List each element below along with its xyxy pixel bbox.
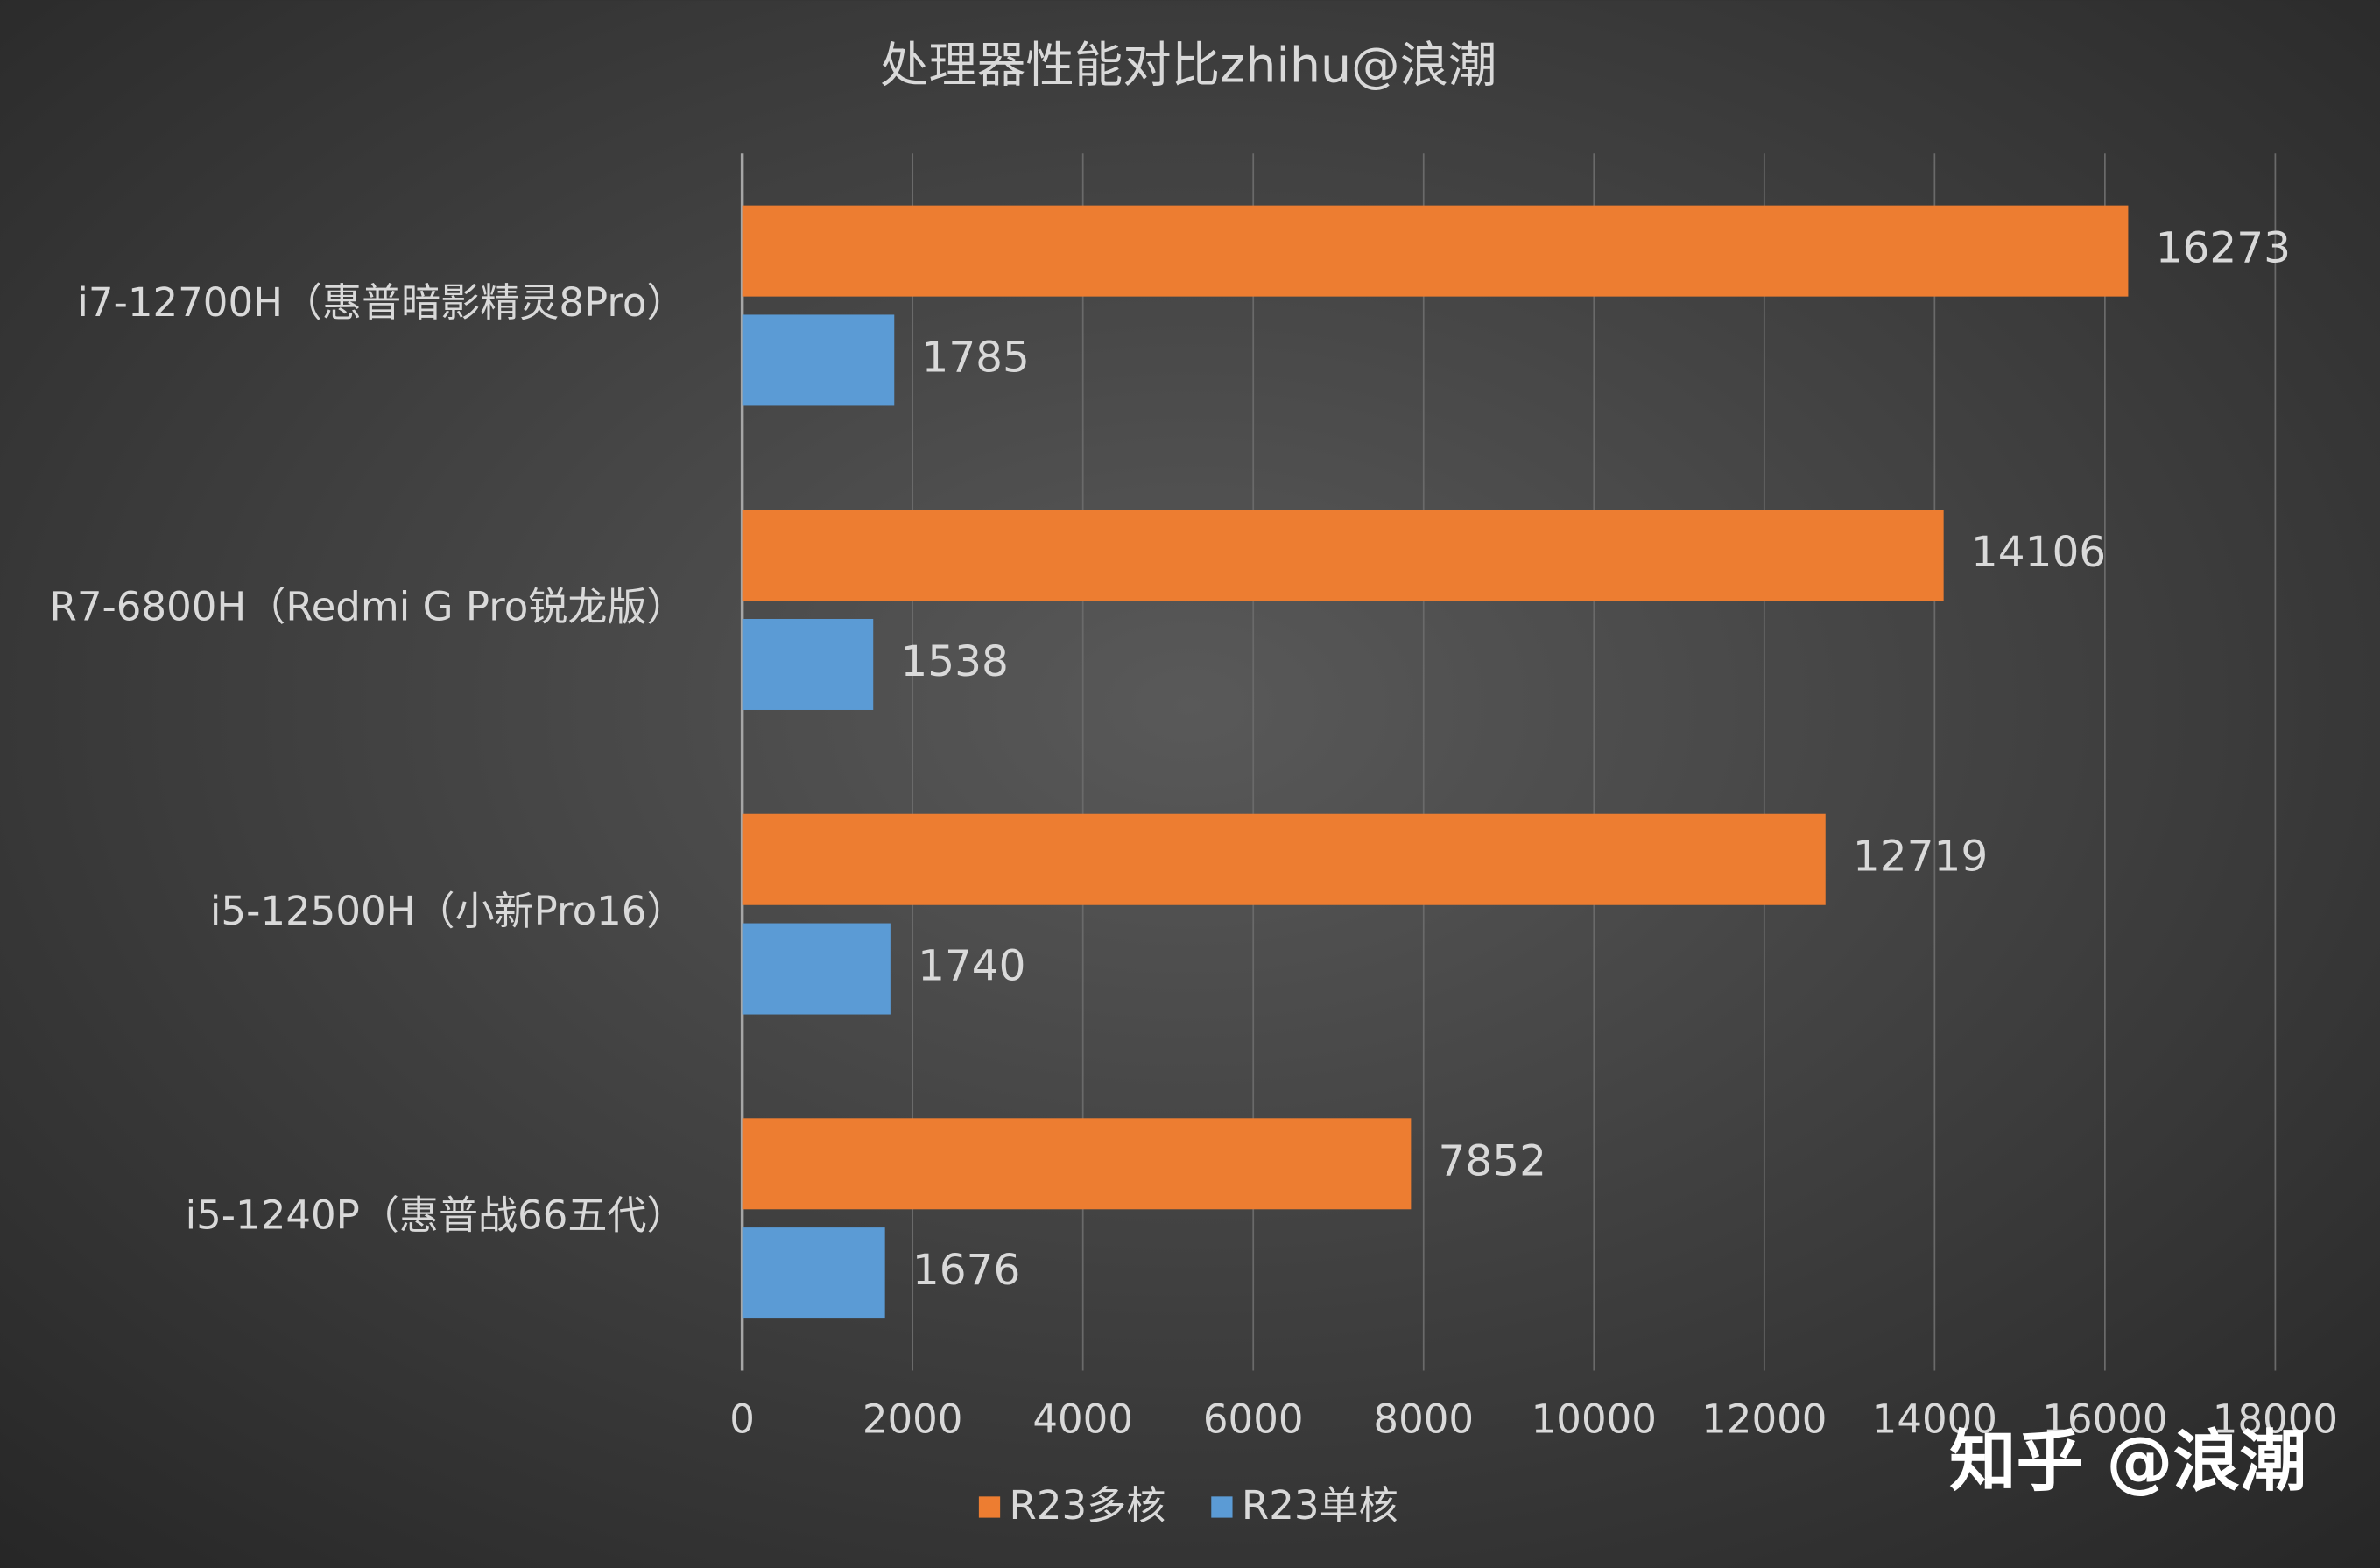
chart-title: 处理器性能对比zhihu@浪潮 — [880, 38, 1496, 94]
legend-label: R23多核 — [1010, 1482, 1166, 1529]
x-tick-label: 4000 — [1032, 1396, 1133, 1442]
legend-label: R23单核 — [1242, 1482, 1398, 1529]
x-tick-label: 16000 — [2042, 1396, 2167, 1442]
bar — [742, 314, 895, 406]
legend-swatch — [1211, 1496, 1233, 1518]
bar — [742, 923, 891, 1015]
y-tick-label: i5-1240P（惠普战66五代） — [186, 1192, 687, 1239]
x-tick-label: 6000 — [1203, 1396, 1304, 1442]
y-tick-label: i7-12700H（惠普暗影精灵8Pro） — [77, 279, 686, 326]
x-tick-label: 14000 — [1872, 1396, 1997, 1442]
bar — [742, 1227, 885, 1319]
data-label: 1538 — [900, 637, 1008, 686]
x-tick-label: 8000 — [1373, 1396, 1474, 1442]
bar — [742, 1118, 1412, 1210]
data-label: 14106 — [1971, 528, 2106, 577]
bar — [742, 510, 1944, 601]
x-tick-label: 18000 — [2213, 1396, 2338, 1442]
x-tick-label: 12000 — [1701, 1396, 1827, 1442]
bar — [742, 618, 874, 710]
bar — [742, 813, 1826, 905]
watermark: 知乎 @浪潮 — [1949, 1423, 2306, 1501]
data-label: 1676 — [912, 1246, 1020, 1295]
x-tick-label: 10000 — [1532, 1396, 1657, 1442]
data-label: 16273 — [2156, 224, 2291, 273]
x-tick-label: 2000 — [863, 1396, 963, 1442]
legend-swatch — [978, 1496, 1001, 1518]
y-tick-label: i5-12500H（小新Pro16） — [210, 888, 687, 934]
x-tick-label: 0 — [729, 1396, 755, 1442]
data-label: 1785 — [921, 333, 1029, 382]
legend: R23多核 R23单核 — [978, 1482, 1398, 1529]
data-label: 7852 — [1439, 1136, 1546, 1185]
bar — [742, 205, 2129, 297]
y-tick-label: R7-6800H（Redmi G Pro锐龙版） — [50, 584, 687, 630]
data-label: 1740 — [918, 942, 1025, 991]
data-label: 12719 — [1853, 833, 1988, 882]
